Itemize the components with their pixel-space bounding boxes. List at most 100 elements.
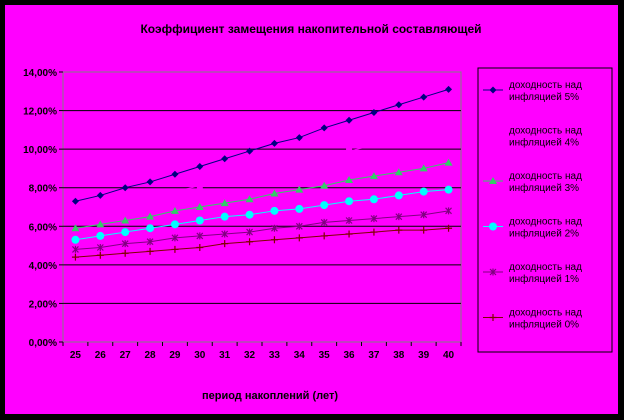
data-point <box>395 213 403 221</box>
x-tick-label: 33 <box>269 350 281 361</box>
legend-item: доходность над инфляцией 0% <box>483 308 582 331</box>
line-chart: Коэффициент замещения накопительной сост… <box>23 22 613 402</box>
data-point <box>196 182 203 189</box>
data-point <box>245 210 254 219</box>
data-point <box>370 228 378 236</box>
data-point <box>445 224 453 232</box>
data-point <box>395 136 402 143</box>
data-point <box>71 197 79 205</box>
x-tick-label: 40 <box>443 350 455 361</box>
data-point <box>445 207 452 215</box>
legend-label: доходность над инфляцией 0% <box>509 308 582 331</box>
y-tick-label: 6,00% <box>29 222 57 233</box>
data-point <box>345 197 354 206</box>
data-point <box>271 165 278 172</box>
data-point <box>395 226 403 234</box>
data-point <box>147 194 154 201</box>
data-point <box>146 212 155 220</box>
legend-marker <box>489 314 497 321</box>
data-point <box>171 245 179 253</box>
data-point <box>321 153 328 160</box>
series-line <box>75 127 449 216</box>
data-point <box>370 215 378 223</box>
data-point <box>146 247 154 255</box>
data-point <box>370 142 377 149</box>
data-point <box>394 191 403 200</box>
x-tick-label: 39 <box>418 350 430 361</box>
data-point <box>71 224 80 232</box>
data-point <box>246 147 254 155</box>
data-point <box>221 155 229 163</box>
data-point <box>121 228 130 237</box>
legend-marker <box>489 86 497 94</box>
series-line <box>75 189 449 241</box>
data-point <box>196 244 204 251</box>
plot-area <box>62 71 462 343</box>
legend-label: доходность над инфляцией 2% <box>509 217 582 240</box>
chart-area: Коэффициент замещения накопительной сост… <box>5 5 618 414</box>
data-point <box>295 204 304 213</box>
legend-item: доходность над инфляцией 4% <box>483 126 582 149</box>
series-line <box>75 162 449 229</box>
series-line <box>75 227 449 258</box>
data-point <box>445 124 452 131</box>
data-point <box>420 211 428 219</box>
legend-marker <box>489 222 497 231</box>
data-point <box>420 93 428 101</box>
chart-title: Коэффициент замещения накопительной сост… <box>140 22 481 36</box>
series-line <box>75 210 449 250</box>
data-point <box>345 116 353 124</box>
y-tick-label: 10,00% <box>23 145 57 156</box>
legend-label: доходность над инфляцией 3% <box>509 171 582 194</box>
data-point <box>369 172 378 180</box>
x-tick-label: 27 <box>120 350 132 361</box>
data-point <box>220 212 229 221</box>
x-tick-label: 32 <box>244 350 256 361</box>
data-point <box>96 220 105 228</box>
legend-item: доходность над инфляцией 1% <box>483 262 582 285</box>
data-point <box>271 224 278 232</box>
data-point <box>295 185 304 193</box>
series-line <box>75 88 449 202</box>
data-point <box>221 240 229 248</box>
y-tick-label: 8,00% <box>29 184 57 195</box>
data-point <box>296 159 303 166</box>
y-tick-label: 2,00% <box>29 299 57 310</box>
data-point <box>295 234 303 242</box>
legend-label: доходность над инфляцией 1% <box>509 262 582 285</box>
data-point <box>345 217 353 224</box>
data-point <box>196 232 204 240</box>
data-point <box>121 249 129 257</box>
data-point <box>419 187 428 196</box>
data-point <box>72 211 79 218</box>
data-point <box>146 178 154 186</box>
data-point <box>270 189 279 197</box>
y-tick-label: 0,00% <box>29 338 57 349</box>
x-tick-label: 38 <box>393 350 405 361</box>
data-point <box>395 101 403 109</box>
legend-box <box>477 67 613 353</box>
x-tick-label: 35 <box>319 350 331 361</box>
x-tick-label: 25 <box>70 350 82 361</box>
data-point <box>270 236 278 244</box>
data-point <box>346 148 353 155</box>
x-tick-label: 36 <box>344 350 356 361</box>
data-point <box>320 232 328 240</box>
data-point <box>96 191 104 199</box>
x-tick-label: 37 <box>368 350 380 361</box>
data-point <box>369 195 378 204</box>
x-axis-ticks: 25 26 27 28 29 30 31 32 33 34 35 36 37 38 39 40 <box>62 342 462 361</box>
series-5 <box>72 207 452 253</box>
x-tick-label: 26 <box>95 350 107 361</box>
data-point <box>345 230 353 238</box>
legend-label: доходность над инфляцией 5% <box>509 80 582 103</box>
data-point <box>221 230 229 238</box>
y-tick-label: 12,00% <box>23 107 57 118</box>
data-point <box>295 134 303 142</box>
y-tick-label: 4,00% <box>29 261 57 272</box>
data-point <box>270 206 279 215</box>
data-point <box>221 177 228 183</box>
x-tick-label: 28 <box>145 350 157 361</box>
data-point <box>320 124 328 132</box>
